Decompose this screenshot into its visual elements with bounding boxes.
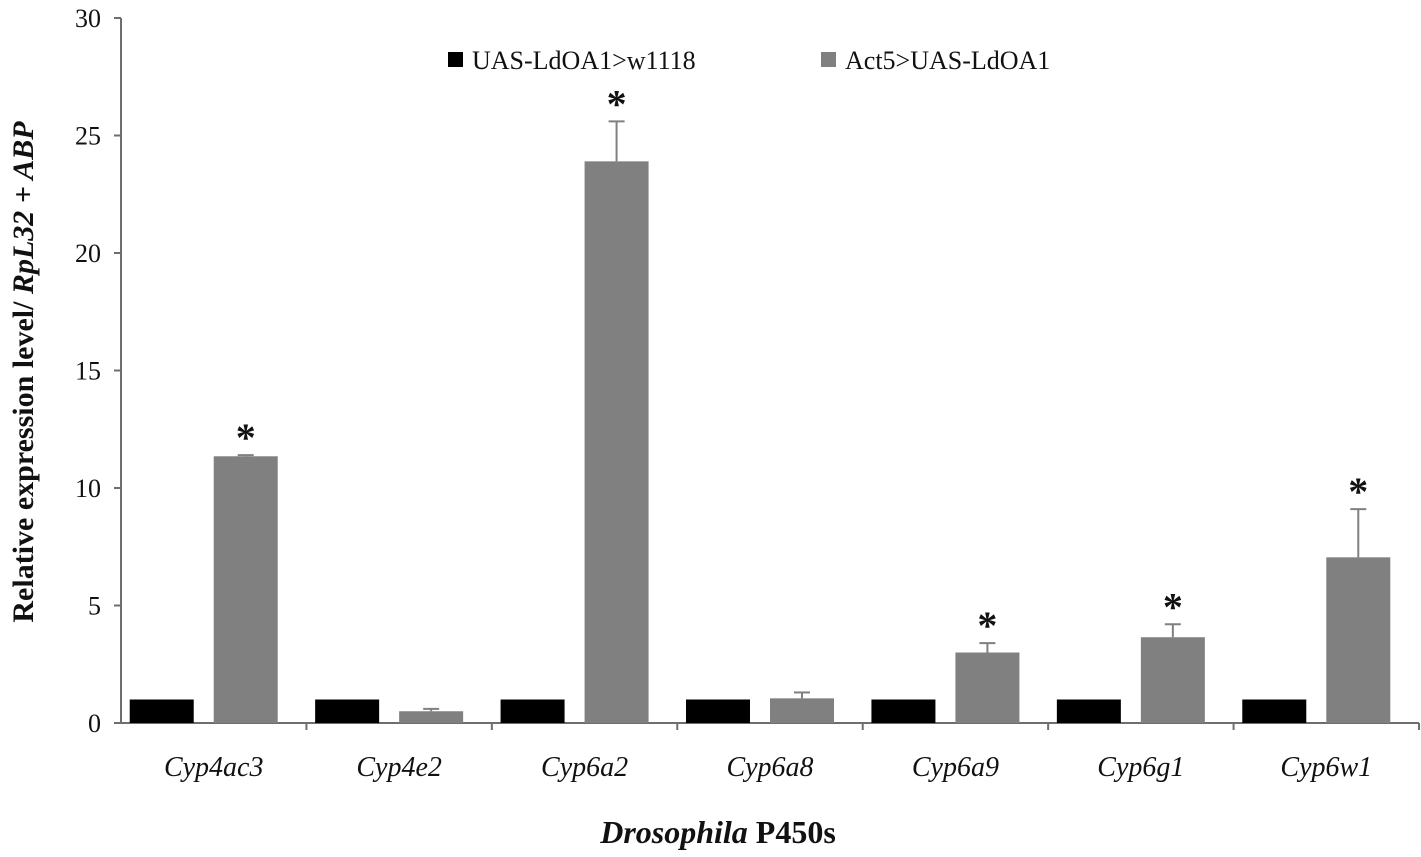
bar-cyp6a2-act5-uas-ldoa1 xyxy=(584,161,649,724)
significance-star-cyp4ac3: * xyxy=(236,415,256,460)
bar-cyp6w1-act5-uas-ldoa1 xyxy=(1326,557,1391,723)
y-axis-title-plain: Relative expression level/ xyxy=(7,294,40,623)
legend-swatch-act5-uas-ldoa1 xyxy=(821,52,836,67)
x-axis-tick-labels: Cyp4ac3 Cyp4e2 Cyp6a2 Cyp6a8 Cyp6a9 Cyp6g1 Cyp… xyxy=(164,723,1420,783)
y-tick-label-20: 20 xyxy=(75,239,101,268)
significance-star-cyp6g1: * xyxy=(1163,584,1183,629)
bar-cyp4e2-uas-ldoa1-w1118 xyxy=(315,699,380,723)
y-tick-label-30: 30 xyxy=(75,4,101,33)
x-axis-title-italic: Drosophila xyxy=(599,814,748,850)
y-axis-ticks: 0 5 10 15 20 25 30 xyxy=(75,4,121,738)
y-axis-title: Relative expression level/ RpL32 + ABP xyxy=(7,121,40,623)
bar-cyp4ac3-uas-ldoa1-w1118 xyxy=(129,699,194,723)
x-tick-label-cyp4e2: Cyp4e2 xyxy=(356,752,442,783)
significance-star-cyp6w1: * xyxy=(1348,469,1368,514)
x-tick-label-cyp6a2: Cyp6a2 xyxy=(541,752,628,783)
significance-star-cyp6a2: * xyxy=(607,81,627,126)
significance-star-cyp6a9: * xyxy=(977,603,997,648)
y-tick-label-0: 0 xyxy=(88,709,101,738)
y-axis-title-italic: RpL32 + ABP xyxy=(7,121,40,295)
x-tick-label-cyp4ac3: Cyp4ac3 xyxy=(164,752,264,783)
legend-label-uas-ldoa1-w1118: UAS-LdOA1>w1118 xyxy=(472,46,696,75)
y-tick-label-25: 25 xyxy=(75,122,101,151)
bar-cyp6a8-uas-ldoa1-w1118 xyxy=(686,699,750,723)
y-tick-label-5: 5 xyxy=(88,592,101,621)
legend-label-act5-uas-ldoa1: Act5>UAS-LdOA1 xyxy=(845,46,1050,75)
chart-axes xyxy=(120,18,1419,724)
bar-cyp6a9-uas-ldoa1-w1118 xyxy=(871,699,936,723)
bar-cyp6w1-uas-ldoa1-w1118 xyxy=(1242,699,1307,723)
x-tick-label-cyp6a8: Cyp6a8 xyxy=(726,752,813,783)
x-tick-label-cyp6w1: Cyp6w1 xyxy=(1280,752,1372,783)
x-axis-title: Drosophila P450s xyxy=(599,814,836,850)
bar-cyp6g1-uas-ldoa1-w1118 xyxy=(1056,699,1121,723)
y-tick-label-15: 15 xyxy=(75,357,101,386)
x-tick-label-cyp6a9: Cyp6a9 xyxy=(912,752,999,783)
x-tick-label-cyp6g1: Cyp6g1 xyxy=(1097,752,1184,783)
bar-cyp4e2-act5-uas-ldoa1 xyxy=(399,711,464,723)
legend-swatch-uas-ldoa1-w1118 xyxy=(448,52,463,67)
bar-cyp4ac3-act5-uas-ldoa1 xyxy=(213,456,278,723)
bar-cyp6g1-act5-uas-ldoa1 xyxy=(1140,637,1205,723)
x-axis-title-plain: P450s xyxy=(748,814,836,850)
bar-cyp6a8-act5-uas-ldoa1 xyxy=(770,698,834,723)
bar-cyp6a9-act5-uas-ldoa1 xyxy=(955,652,1020,723)
bar-cyp6a2-uas-ldoa1-w1118 xyxy=(500,699,565,723)
y-tick-label-10: 10 xyxy=(75,474,101,503)
legend: UAS-LdOA1>w1118 Act5>UAS-LdOA1 xyxy=(448,46,1050,75)
bar-series: * * * * * xyxy=(129,81,1391,724)
